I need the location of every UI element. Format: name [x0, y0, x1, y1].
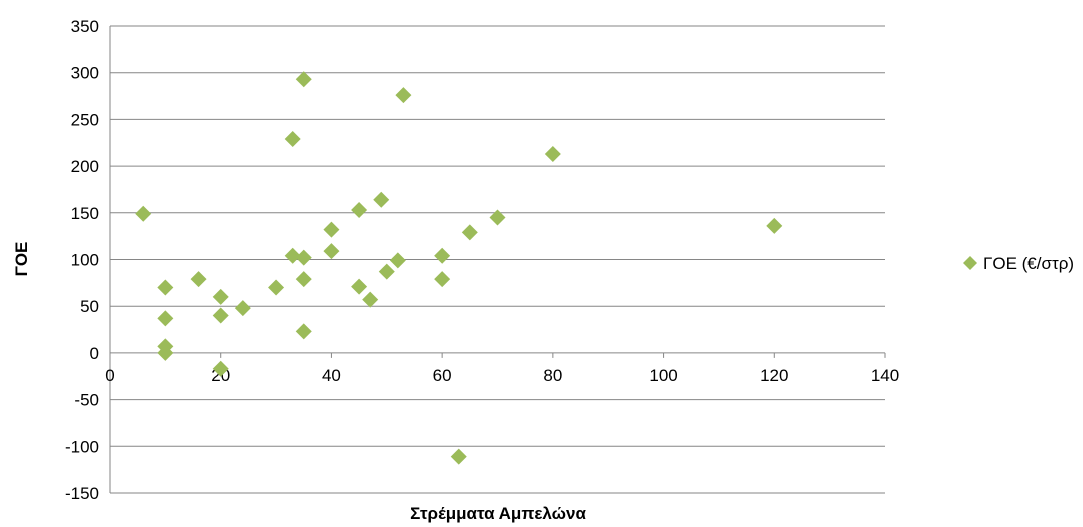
legend-marker-diamond-icon: [963, 256, 977, 270]
data-point-diamond: [544, 145, 561, 162]
gridlines: [110, 25, 885, 494]
data-point-diamond: [766, 217, 783, 234]
x-tick-label: 140: [871, 366, 899, 385]
y-tick-label: 150: [71, 204, 99, 223]
y-tick-label: -50: [74, 391, 99, 410]
data-point-diamond: [389, 252, 406, 269]
axes: [109, 26, 886, 493]
data-point-diamond: [323, 243, 340, 260]
y-tick-labels: -150 -100 -50 0 50 100 150 200 250 300 350: [65, 17, 99, 503]
data-point-diamond: [378, 263, 395, 280]
y-tick-label: 100: [71, 251, 99, 270]
data-point-diamond: [351, 201, 368, 218]
data-point-diamond: [373, 191, 390, 208]
x-tick-label: 80: [543, 366, 562, 385]
data-point-diamond: [295, 71, 312, 88]
y-tick-label: 250: [71, 110, 99, 129]
data-point-diamond: [157, 279, 174, 296]
data-point-diamond: [135, 205, 152, 222]
x-tick-label: 0: [105, 366, 114, 385]
y-tick-label: 50: [80, 297, 99, 316]
data-point-diamond: [295, 271, 312, 288]
data-point-diamond: [461, 224, 478, 241]
x-tick-label: 100: [649, 366, 677, 385]
data-point-diamond: [284, 131, 301, 148]
y-tick-label: 0: [90, 344, 99, 363]
data-point-diamond: [157, 310, 174, 327]
data-point-diamond: [268, 279, 285, 296]
data-point-diamond: [362, 291, 379, 308]
y-tick-label: -150: [65, 484, 99, 503]
legend-label: ΓΟΕ (€/στρ): [983, 254, 1074, 273]
y-tick-label: 350: [71, 17, 99, 36]
y-tick-label: 300: [71, 64, 99, 83]
y-axis-title: ΓΟΕ: [12, 242, 31, 277]
data-point-diamond: [157, 344, 174, 361]
x-tick-label: 40: [322, 366, 341, 385]
data-points: [135, 71, 783, 465]
data-point-diamond: [284, 247, 301, 264]
data-point-diamond: [212, 288, 229, 305]
x-tick-labels: 020406080100120140: [105, 366, 899, 385]
data-point-diamond: [190, 271, 207, 288]
data-point-diamond: [212, 360, 229, 377]
x-tick-label: 60: [433, 366, 452, 385]
data-point-diamond: [295, 249, 312, 266]
data-point-diamond: [395, 87, 412, 104]
x-axis-title: Στρέμματα Αμπελώνα: [410, 504, 586, 523]
legend: ΓΟΕ (€/στρ): [963, 254, 1074, 273]
data-point-diamond: [489, 209, 506, 226]
y-tick-label: 200: [71, 157, 99, 176]
data-point-diamond: [234, 300, 251, 317]
data-point-diamond: [295, 323, 312, 340]
x-tick-label: 120: [760, 366, 788, 385]
data-point-diamond: [323, 221, 340, 238]
data-point-diamond: [351, 278, 368, 295]
data-point-diamond: [434, 247, 451, 264]
y-tick-label: -100: [65, 437, 99, 456]
data-point-diamond: [434, 271, 451, 288]
data-point-diamond: [450, 448, 467, 465]
data-point-diamond: [212, 307, 229, 324]
